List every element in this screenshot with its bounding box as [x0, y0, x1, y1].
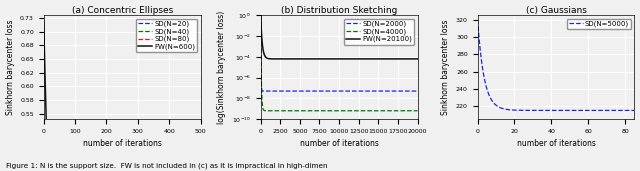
FW(N=20100) [317, 58, 324, 60]
SD(N=2000) [317, 90, 324, 92]
SD(N=4000) [413, 110, 421, 112]
FW(N=20100) [351, 58, 358, 60]
Y-axis label: log(Sinkhorn barycenter loss): log(Sinkhorn barycenter loss) [218, 11, 227, 124]
Line: SD(N=2000): SD(N=2000) [260, 15, 417, 91]
SD(N=2000) [359, 90, 367, 92]
FW(N=20100) [386, 58, 394, 60]
X-axis label: number of iterations: number of iterations [516, 139, 595, 148]
SD(N=5000) [546, 109, 554, 111]
SD(N=2000) [266, 90, 273, 92]
SD(N=2000) [351, 90, 358, 92]
Y-axis label: Sinkhorn barycenter loss: Sinkhorn barycenter loss [6, 19, 15, 115]
FW(N=20100) [374, 58, 381, 60]
FW(N=20100) [285, 58, 293, 60]
SD(N=5000) [482, 83, 490, 85]
Title: (b) Distribution Sketching: (b) Distribution Sketching [281, 5, 397, 15]
Y-axis label: Sinkhorn barycenter loss: Sinkhorn barycenter loss [442, 19, 451, 115]
Line: SD(N=4000): SD(N=4000) [260, 15, 417, 111]
SD(N=4000) [386, 110, 394, 112]
SD(N=2000) [257, 14, 264, 16]
SD(N=4000) [285, 110, 293, 112]
SD(N=4000) [359, 110, 367, 112]
X-axis label: number of iterations: number of iterations [83, 139, 161, 148]
FW(N=600) [40, 20, 47, 22]
SD(N=4000) [374, 110, 381, 112]
SD(N=4000) [351, 110, 358, 112]
FW(N=20100) [314, 58, 322, 60]
SD(N=5000) [626, 109, 634, 111]
FW(N=20100) [413, 58, 421, 60]
SD(N=4000) [257, 14, 264, 16]
Line: FW(N=20100): FW(N=20100) [260, 15, 417, 59]
SD(N=4000) [280, 110, 287, 112]
SD(N=5000) [550, 109, 557, 111]
Title: (c) Gaussians: (c) Gaussians [525, 5, 586, 15]
SD(N=2000) [285, 90, 293, 92]
SD(N=5000) [626, 109, 634, 111]
SD(N=4000) [317, 110, 324, 112]
SD(N=5000) [474, 19, 481, 21]
FW(N=20100) [257, 14, 264, 16]
SD(N=5000) [630, 109, 638, 111]
Text: Figure 1: N is the support size.  FW is not included in (c) as it is impractical: Figure 1: N is the support size. FW is n… [6, 163, 328, 169]
Legend: SD(N=20), SD(N=40), SD(N=80), FW(N=600): SD(N=20), SD(N=40), SD(N=80), FW(N=600) [136, 19, 197, 52]
SD(N=2000) [413, 90, 421, 92]
SD(N=2000) [386, 90, 394, 92]
Legend: SD(N=5000): SD(N=5000) [566, 19, 631, 29]
Title: (a) Concentric Ellipses: (a) Concentric Ellipses [72, 5, 173, 15]
Legend: SD(N=2000), SD(N=4000), FW(N=20100): SD(N=2000), SD(N=4000), FW(N=20100) [344, 19, 414, 45]
X-axis label: number of iterations: number of iterations [300, 139, 378, 148]
FW(N=20100) [359, 58, 367, 60]
Line: FW(N=600): FW(N=600) [44, 21, 200, 171]
SD(N=2000) [374, 90, 381, 92]
Line: SD(N=5000): SD(N=5000) [477, 20, 634, 110]
SD(N=5000) [597, 109, 605, 111]
